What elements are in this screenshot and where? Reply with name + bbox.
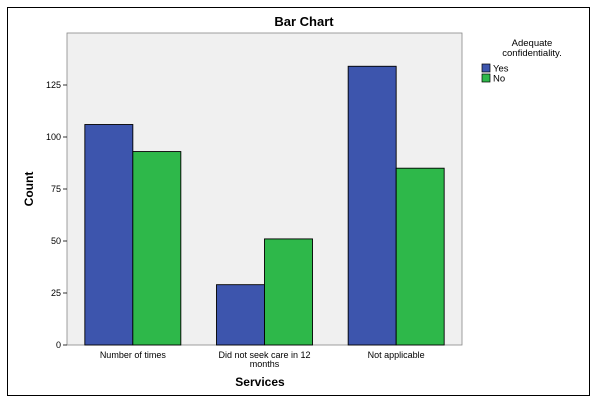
legend-label-no: No: [493, 74, 505, 85]
bar-no-3: [395, 167, 445, 346]
bar-no-2: [264, 238, 313, 346]
x-axis-title: Services: [235, 375, 285, 389]
y-tick-label: 50: [51, 236, 61, 246]
y-axis: 0 25 50 75 100 125: [46, 80, 67, 350]
chart-title: Bar Chart: [274, 14, 334, 29]
x-axis: Number of times Did not seek care in 12 mo…: [100, 350, 425, 369]
bar-no-1: [132, 151, 182, 346]
bars: [84, 65, 445, 346]
bar-yes-3: [347, 65, 397, 346]
x-category-label: Number of times: [100, 350, 167, 360]
legend-swatch-no: [481, 73, 491, 83]
bar-yes-2: [216, 284, 265, 346]
y-tick-label: 0: [56, 340, 61, 350]
y-axis-title: Count: [22, 172, 36, 207]
x-category-label: Did not seek care in 12 months: [218, 350, 310, 369]
bar-yes-1: [84, 124, 134, 346]
y-tick-label: 25: [51, 288, 61, 298]
legend-title: Adequate: [512, 38, 553, 49]
y-tick-label: 100: [46, 132, 61, 142]
y-tick-label: 75: [51, 184, 61, 194]
legend-swatch-yes: [481, 63, 491, 73]
legend-title: confidentiality.: [502, 48, 562, 59]
y-tick-label: 125: [46, 80, 61, 90]
x-category-label: Not applicable: [368, 350, 425, 360]
legend-label-yes: Yes: [493, 64, 509, 75]
